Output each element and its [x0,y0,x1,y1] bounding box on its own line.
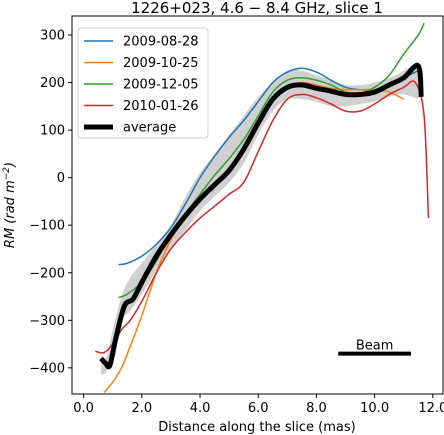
plot-frame [71,15,444,395]
y-axis-ticks: −400 −300 −200 −100 0 100 200 300 [29,29,72,376]
legend-items: 2009-08-28 2009-10-25 2009-12-05 2010-01-26… [84,35,199,136]
x-tick-label: 0.0 [73,401,94,416]
legend-label: 2010-01-26 [123,99,199,114]
legend-label: average [123,121,176,136]
legend: 2009-08-28 2009-10-25 2009-12-05 2010-01-26… [77,27,209,139]
y-tick-label: −400 [29,361,65,376]
beam-label: Beam [356,339,394,354]
x-tick-label: 2.0 [131,401,152,416]
x-tick-label: 4.0 [190,401,211,416]
y-tick-label: −300 [29,314,65,329]
y-tick-label: 100 [40,124,65,139]
x-tick-label: 8.0 [306,401,327,416]
series-lines [95,22,430,394]
legend-label: 2009-08-28 [123,35,199,50]
y-axis-label-exponent: −2 [2,167,12,181]
y-tick-label: 0 [57,171,65,186]
y-tick-label: −100 [29,219,65,234]
legend-label: 2009-12-05 [123,78,199,93]
y-tick-label: 300 [40,29,65,44]
chart-title: 1226+023, 4.6 − 8.4 GHz, slice 1 [131,0,383,17]
y-tick-label: 200 [40,76,65,91]
x-tick-label: 12.0 [418,401,444,416]
legend-box [77,27,209,139]
beam-marker: Beam [338,339,411,356]
legend-label: 2009-10-25 [123,56,199,71]
series-line-2010-01-26 [95,80,430,354]
y-axis-label-main: RM (rad m [3,180,18,248]
x-tick-label: 6.0 [248,401,269,416]
y-axis-label: RM (rad m−2) [2,162,18,248]
x-tick-label: 10.0 [360,401,389,416]
x-axis-ticks: 0.0 2.0 4.0 6.0 8.0 10.0 12.0 [73,394,444,416]
series-line-average [99,62,424,370]
x-axis-label: Distance along the slice (mas) [158,420,355,435]
y-tick-label: −200 [29,266,65,281]
y-axis-label-close: ) [3,162,18,168]
